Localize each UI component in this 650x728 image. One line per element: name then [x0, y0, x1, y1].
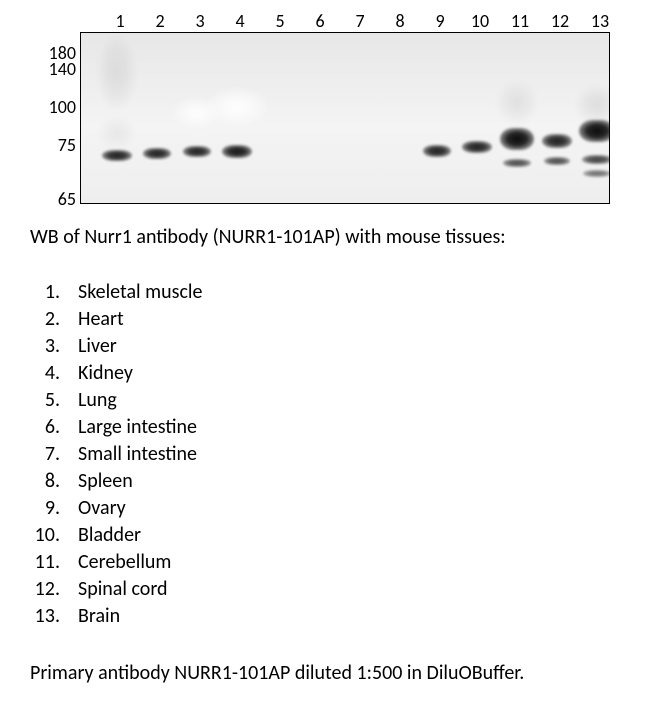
blot-band — [503, 159, 531, 167]
tissue-list: 1. Skeletal muscle 2. Heart 3. Liver 4. Kidney 5… — [30, 280, 202, 631]
lane-number: 7 — [355, 10, 364, 32]
blot-band — [102, 150, 132, 161]
list-number: 11. — [30, 550, 64, 574]
tissue-list-item: 8. Spleen — [30, 469, 202, 496]
blot-band — [423, 145, 451, 157]
list-number: 3. — [30, 334, 64, 358]
list-number: 7. — [30, 442, 64, 466]
blot-band — [183, 146, 211, 157]
blot-band — [582, 155, 610, 164]
tissue-name: Bladder — [78, 523, 141, 547]
lane-number: 3 — [195, 10, 204, 32]
tissue-list-item: 10. Bladder — [30, 523, 202, 550]
mw-marker: 140 — [49, 60, 76, 78]
list-number: 2. — [30, 307, 64, 331]
footer-note: Primary antibody NURR1-101AP diluted 1:5… — [30, 662, 524, 685]
list-number: 9. — [30, 496, 64, 520]
tissue-list-item: 9. Ovary — [30, 496, 202, 523]
blot-band — [579, 120, 610, 142]
tissue-name: Large intestine — [78, 415, 197, 439]
tissue-list-item: 5. Lung — [30, 388, 202, 415]
mw-marker: 75 — [58, 136, 76, 154]
lane-number-row: 12345678910111213 — [84, 10, 606, 32]
lane-number: 12 — [551, 10, 569, 32]
blot-glow — [174, 99, 220, 127]
mw-marker: 65 — [58, 190, 76, 208]
tissue-name: Cerebellum — [78, 550, 171, 574]
blot-band — [544, 157, 570, 165]
list-number: 1. — [30, 280, 64, 304]
lane-number: 10 — [471, 10, 489, 32]
tissue-name: Kidney — [78, 361, 133, 385]
lane-number: 4 — [235, 10, 244, 32]
list-number: 8. — [30, 469, 64, 493]
list-number: 10. — [30, 523, 64, 547]
lane-number: 5 — [275, 10, 284, 32]
blot-smear — [100, 118, 134, 148]
blot-band — [542, 134, 572, 148]
lane-number: 13 — [591, 10, 609, 32]
list-number: 6. — [30, 415, 64, 439]
lane-number: 1 — [115, 10, 124, 32]
tissue-name: Spleen — [78, 469, 133, 493]
tissue-list-item: 4. Kidney — [30, 361, 202, 388]
tissue-list-item: 6. Large intestine — [30, 415, 202, 442]
blot-band — [500, 128, 534, 150]
blot-smear — [99, 38, 135, 108]
blot-band — [583, 170, 610, 177]
tissue-list-item: 12. Spinal cord — [30, 577, 202, 604]
tissue-list-item: 1. Skeletal muscle — [30, 280, 202, 307]
lane-number: 6 — [315, 10, 324, 32]
tissue-name: Liver — [78, 334, 117, 358]
lane-number: 11 — [511, 10, 529, 32]
tissue-name: Ovary — [78, 496, 126, 520]
list-number: 5. — [30, 388, 64, 412]
tissue-list-item: 11. Cerebellum — [30, 550, 202, 577]
blot-smear — [577, 87, 610, 123]
tissue-name: Brain — [78, 604, 120, 628]
tissue-name: Lung — [78, 388, 117, 412]
blot-band — [143, 148, 171, 159]
tissue-list-item: 2. Heart — [30, 307, 202, 334]
list-number: 4. — [30, 361, 64, 385]
lane-number: 8 — [395, 10, 404, 32]
tissue-name: Small intestine — [78, 442, 197, 466]
tissue-list-item: 13. Brain — [30, 604, 202, 631]
blot-smear — [498, 83, 536, 123]
blot-membrane — [80, 32, 610, 204]
tissue-name: Spinal cord — [78, 577, 168, 601]
figure-caption: WB of Nurr1 antibody (NURR1-101AP) with … — [30, 226, 506, 249]
tissue-name: Heart — [78, 307, 124, 331]
lane-number: 9 — [435, 10, 444, 32]
lane-number: 2 — [155, 10, 164, 32]
tissue-name: Skeletal muscle — [78, 280, 202, 304]
mw-marker: 100 — [49, 98, 76, 116]
tissue-list-item: 7. Small intestine — [30, 442, 202, 469]
list-number: 12. — [30, 577, 64, 601]
blot-band — [462, 141, 492, 153]
blot-band — [222, 145, 252, 158]
tissue-list-item: 3. Liver — [30, 334, 202, 361]
list-number: 13. — [30, 604, 64, 628]
